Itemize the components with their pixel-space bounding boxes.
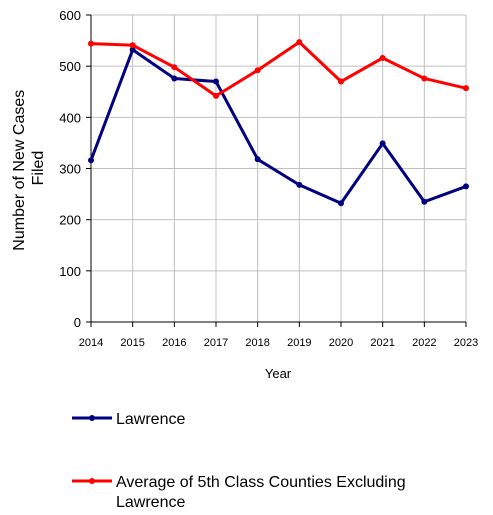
x-tick-label: 2020 [329, 337, 353, 349]
data-point [129, 42, 136, 49]
legend-swatch-marker [89, 415, 95, 421]
data-point [88, 157, 94, 164]
legend-label-line: Lawrence [116, 494, 185, 511]
legend-label: Lawrence [116, 411, 185, 428]
y-tick-label: 300 [59, 162, 81, 177]
data-point [213, 92, 219, 99]
data-point [463, 183, 469, 190]
legend-swatch-marker [89, 478, 95, 484]
x-tick-label: 2017 [204, 337, 228, 349]
data-point [421, 198, 428, 205]
y-tick-label: 600 [59, 8, 81, 23]
y-axis-title-line-1: Number of New Cases [11, 90, 28, 251]
x-tick-label: 2016 [162, 337, 186, 349]
data-point [379, 54, 386, 61]
data-point [254, 156, 261, 163]
data-point [379, 140, 386, 147]
axes: 0 100 200 300 400 500 600 2014 2015 2016 2017 2018 2… [59, 8, 478, 349]
data-point [296, 39, 303, 46]
x-tick-label: 2019 [287, 337, 311, 349]
x-tick-label: 2021 [370, 337, 394, 349]
data-point [254, 67, 261, 74]
data-point [463, 85, 469, 92]
x-tick-label: 2015 [120, 337, 144, 349]
series-line-2 [90, 40, 467, 98]
x-tick-label: 2014 [79, 337, 103, 349]
data-point [171, 64, 178, 71]
y-tick-label: 500 [59, 59, 81, 74]
x-tick-label: 2022 [412, 337, 436, 349]
data-point [338, 78, 344, 85]
data-point [338, 200, 344, 207]
legend-label-line: Average of 5th Class Counties Excluding [116, 474, 406, 491]
x-tick-label: 2023 [454, 337, 478, 349]
y-axis-title-line-2: Filed [30, 151, 47, 186]
data-point [213, 78, 219, 85]
data-point [88, 40, 94, 47]
x-tick-label: 2018 [245, 337, 269, 349]
legend-label: Average of 5th Class Counties Excluding L… [116, 474, 406, 511]
axis-labels: Year Number of New Cases Filed [11, 85, 292, 381]
data-point [296, 181, 303, 188]
y-axis-title: Number of New Cases Filed [11, 85, 47, 250]
data-point [171, 75, 178, 82]
y-tick-label: 100 [59, 264, 81, 279]
y-tick-label: 0 [74, 315, 81, 330]
legend-label-line: Lawrence [116, 411, 185, 428]
y-tick-label: 400 [59, 110, 81, 125]
series-line-1 [89, 48, 467, 205]
series [88, 39, 469, 207]
y-tick-label: 200 [59, 213, 81, 228]
data-point [129, 46, 136, 53]
x-axis-title: Year [265, 366, 292, 381]
data-point [421, 75, 428, 82]
